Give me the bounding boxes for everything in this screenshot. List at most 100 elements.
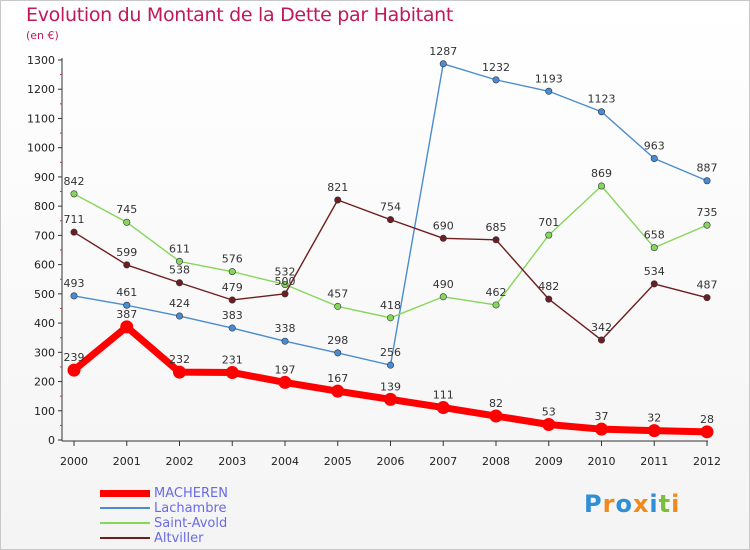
data-point bbox=[384, 392, 397, 406]
data-point bbox=[703, 177, 711, 185]
legend-label: MACHEREN bbox=[154, 486, 228, 501]
data-point bbox=[492, 76, 500, 84]
data-point bbox=[176, 312, 184, 320]
legend-label: Altviller bbox=[154, 531, 204, 546]
data-label: 1193 bbox=[535, 72, 563, 85]
data-point bbox=[597, 182, 605, 190]
data-label: 482 bbox=[538, 280, 559, 293]
x-tick-label: 2008 bbox=[482, 455, 510, 468]
legend-swatch bbox=[100, 522, 150, 524]
data-point bbox=[334, 196, 342, 204]
data-point bbox=[647, 424, 661, 438]
data-label: 1123 bbox=[588, 93, 616, 106]
data-point bbox=[70, 292, 78, 300]
y-tick-label: 1200 bbox=[27, 83, 55, 96]
y-tick-label: 0 bbox=[48, 434, 55, 447]
legend-item: Saint-Avold bbox=[100, 516, 300, 531]
data-point bbox=[650, 155, 658, 163]
data-point bbox=[650, 280, 658, 288]
data-point bbox=[331, 384, 345, 398]
data-label: 82 bbox=[489, 397, 503, 410]
data-label: 111 bbox=[433, 389, 454, 402]
data-label: 887 bbox=[697, 162, 718, 175]
y-tick-label: 300 bbox=[34, 346, 55, 359]
data-label: 383 bbox=[222, 309, 243, 322]
y-tick-label: 600 bbox=[34, 259, 55, 272]
data-point bbox=[123, 218, 131, 226]
legend-item: Altviller bbox=[100, 531, 300, 546]
data-label: 490 bbox=[433, 278, 454, 291]
logo-letter: r bbox=[602, 490, 616, 518]
x-tick-label: 2003 bbox=[218, 455, 246, 468]
x-tick-label: 2007 bbox=[429, 455, 457, 468]
x-tick-label: 2002 bbox=[166, 455, 194, 468]
data-point bbox=[386, 361, 394, 369]
data-point bbox=[70, 190, 78, 198]
legend-swatch bbox=[100, 537, 150, 539]
data-point bbox=[281, 290, 289, 298]
data-label: 576 bbox=[222, 253, 243, 266]
x-tick-label: 2012 bbox=[693, 455, 721, 468]
data-label: 963 bbox=[644, 140, 665, 153]
data-point bbox=[228, 324, 236, 332]
y-tick-label: 100 bbox=[34, 405, 55, 418]
data-point bbox=[67, 363, 81, 377]
data-point bbox=[281, 337, 289, 345]
logo-letter: P bbox=[584, 490, 603, 518]
data-point bbox=[123, 301, 131, 309]
proxiti-logo: Proxiti bbox=[584, 490, 680, 518]
data-point bbox=[700, 425, 714, 439]
data-point bbox=[334, 349, 342, 357]
x-tick-label: 2000 bbox=[60, 455, 88, 468]
data-point bbox=[281, 280, 289, 288]
data-point bbox=[492, 236, 500, 244]
data-point bbox=[650, 244, 658, 252]
legend-label: Lachambre bbox=[154, 501, 227, 516]
data-label: 534 bbox=[644, 265, 665, 278]
data-label: 232 bbox=[169, 353, 190, 366]
legend-item: Lachambre bbox=[100, 501, 300, 516]
data-point bbox=[176, 279, 184, 287]
data-label: 869 bbox=[591, 167, 612, 180]
data-label: 487 bbox=[697, 279, 718, 292]
data-label: 538 bbox=[169, 264, 190, 277]
data-point bbox=[278, 375, 292, 389]
data-point bbox=[703, 221, 711, 229]
data-label: 256 bbox=[380, 346, 401, 359]
data-point bbox=[545, 231, 553, 239]
chart-title: Evolution du Montant de la Dette par Hab… bbox=[26, 4, 454, 26]
data-point bbox=[597, 336, 605, 344]
logo-letter: i bbox=[649, 490, 659, 518]
data-label: 167 bbox=[327, 372, 348, 385]
data-point bbox=[595, 422, 608, 436]
data-label: 342 bbox=[591, 321, 612, 334]
data-label: 690 bbox=[433, 219, 454, 232]
data-point bbox=[489, 409, 503, 423]
data-label: 658 bbox=[644, 229, 665, 242]
y-tick-label: 1100 bbox=[27, 112, 55, 125]
y-tick-label: 500 bbox=[34, 288, 55, 301]
data-label: 418 bbox=[380, 299, 401, 312]
data-label: 500 bbox=[275, 275, 296, 288]
data-point bbox=[123, 261, 131, 269]
data-label: 424 bbox=[169, 297, 190, 310]
y-tick-label: 400 bbox=[34, 317, 55, 330]
data-point bbox=[176, 257, 184, 265]
x-tick-label: 2010 bbox=[588, 455, 616, 468]
data-point bbox=[386, 314, 394, 322]
legend-swatch bbox=[100, 489, 150, 497]
legend-label: Saint-Avold bbox=[154, 516, 228, 531]
data-label: 754 bbox=[380, 201, 401, 214]
data-label: 711 bbox=[64, 213, 85, 226]
data-point bbox=[597, 108, 605, 116]
data-label: 139 bbox=[380, 380, 401, 393]
data-label: 298 bbox=[327, 334, 348, 347]
x-tick-label: 2001 bbox=[113, 455, 141, 468]
logo-letter: i bbox=[671, 490, 681, 518]
data-label: 493 bbox=[64, 277, 85, 290]
logo-letter: o bbox=[615, 490, 633, 518]
legend-swatch bbox=[100, 507, 150, 509]
x-tick-label: 2009 bbox=[535, 455, 563, 468]
data-point bbox=[225, 365, 239, 379]
